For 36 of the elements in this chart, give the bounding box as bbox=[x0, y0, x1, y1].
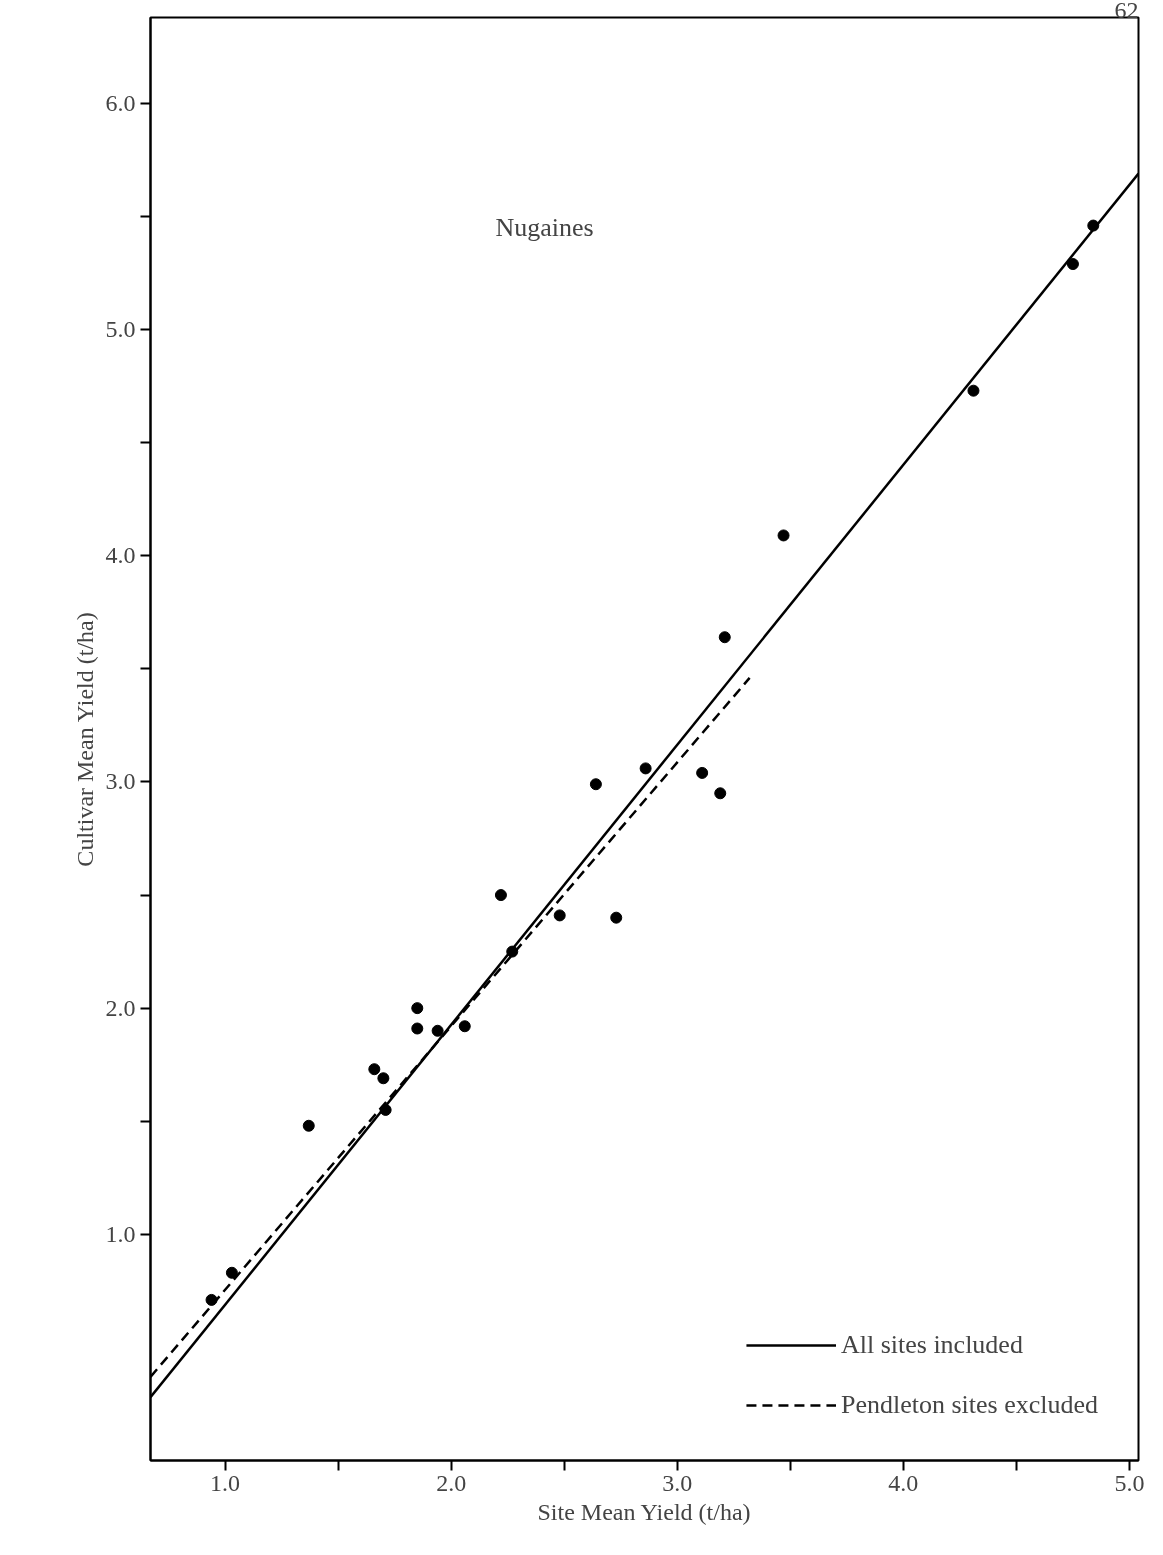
point bbox=[553, 909, 566, 922]
point bbox=[458, 1020, 471, 1033]
point bbox=[368, 1063, 381, 1076]
point bbox=[589, 778, 602, 791]
point bbox=[967, 384, 980, 397]
legend-label: Pendleton sites excluded bbox=[840, 1390, 1098, 1420]
x-tick-label: 4.0 bbox=[888, 1469, 919, 1496]
annotation: 62 bbox=[1114, 0, 1139, 23]
point bbox=[494, 889, 507, 902]
point bbox=[714, 787, 727, 800]
x-tick-label: 1.0 bbox=[210, 1469, 241, 1496]
point bbox=[377, 1072, 390, 1085]
point bbox=[610, 911, 623, 924]
y-axis-title: Cultivar Mean Yield (t/ha) bbox=[71, 612, 98, 867]
legend-label: All sites included bbox=[840, 1330, 1023, 1360]
point bbox=[1066, 258, 1079, 271]
x-tick-label: 3.0 bbox=[662, 1469, 693, 1496]
y-tick-label: 5.0 bbox=[105, 316, 136, 343]
y-tick-label: 6.0 bbox=[105, 89, 136, 116]
point bbox=[639, 762, 652, 775]
point bbox=[225, 1266, 238, 1279]
x-tick-label: 5.0 bbox=[1114, 1469, 1145, 1496]
point bbox=[411, 1022, 424, 1035]
point bbox=[431, 1024, 444, 1037]
annotation: Nugaines bbox=[495, 212, 594, 242]
y-tick-label: 2.0 bbox=[105, 994, 136, 1021]
x-axis-title: Site Mean Yield (t/ha) bbox=[537, 1498, 751, 1525]
y-tick-label: 1.0 bbox=[105, 1220, 136, 1247]
x-tick-label: 2.0 bbox=[436, 1469, 467, 1496]
y-tick-label: 3.0 bbox=[105, 768, 136, 795]
point bbox=[718, 631, 731, 644]
point bbox=[302, 1119, 315, 1132]
point bbox=[696, 766, 709, 779]
point bbox=[777, 529, 790, 542]
y-tick-label: 4.0 bbox=[105, 542, 136, 569]
point bbox=[411, 1002, 424, 1015]
